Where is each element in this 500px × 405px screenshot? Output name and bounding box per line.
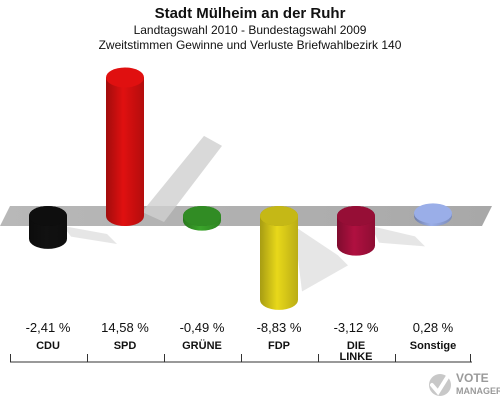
category-label-spd: SPD (114, 340, 137, 352)
bar-spd (106, 67, 144, 226)
category-label-die-linke: LINKE (340, 351, 373, 363)
bar-gr-ne (183, 206, 221, 231)
value-label-gr-ne: -0,49 % (180, 320, 225, 335)
logo-text-manager: MANAGER (456, 386, 500, 396)
bar-shadow-cdu (63, 226, 117, 245)
bar-sonstige (414, 203, 452, 226)
category-label-fdp: FDP (268, 340, 290, 352)
category-label-sonstige: Sonstige (410, 340, 456, 352)
bar-shadow-fdp (294, 226, 348, 292)
bar-shadow-die-linke (371, 226, 425, 247)
bar-die-linke (337, 206, 375, 256)
chart-subtitle-2: Zweitstimmen Gewinne und Verluste Briefw… (98, 38, 402, 52)
value-label-spd: 14,58 % (101, 320, 149, 335)
category-label-gr-ne: GRÜNE (182, 339, 222, 352)
value-label-die-linke: -3,12 % (334, 320, 379, 335)
value-label-cdu: -2,41 % (26, 320, 71, 335)
bar-shadow-spd (142, 135, 222, 222)
vote-manager-logo: VOTE MANAGER (426, 366, 500, 400)
chart-title: Stadt Mülheim an der Ruhr (154, 5, 346, 22)
value-label-fdp: -8,83 % (257, 320, 302, 335)
category-label-die-linke: DIE (347, 340, 365, 352)
bar-cdu (29, 206, 67, 249)
value-label-sonstige: 0,28 % (413, 320, 454, 335)
logo-text-vote: VOTE (456, 371, 489, 385)
bar-fdp (260, 206, 298, 310)
chart-subtitle: Landtagswahl 2010 - Bundestagswahl 2009 (133, 23, 367, 37)
category-label-cdu: CDU (36, 340, 60, 352)
